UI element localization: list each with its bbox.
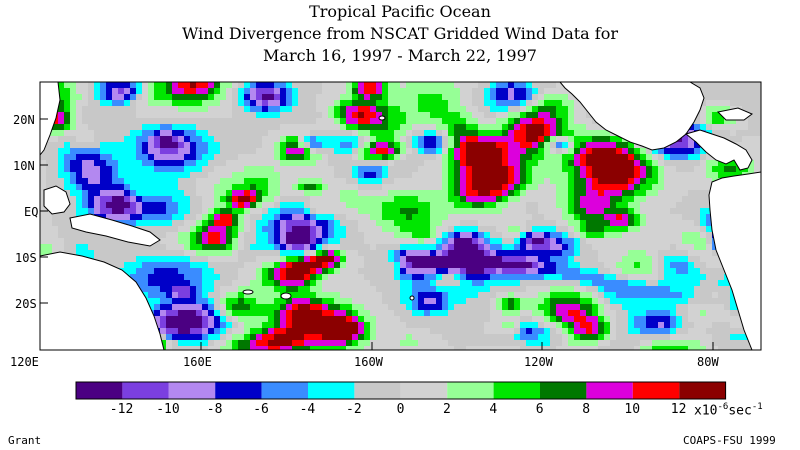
axis-ticks bbox=[39, 118, 714, 350]
colorbar-tick-label: -2 bbox=[346, 402, 362, 417]
colorbar-swatch bbox=[586, 382, 633, 399]
colorbar-tick-label: 12 bbox=[670, 402, 687, 417]
lat-label-eq: EQ bbox=[24, 205, 39, 219]
footer-author: Grant bbox=[8, 434, 42, 447]
colorbar-swatch bbox=[540, 382, 587, 399]
land-south-america bbox=[708, 171, 761, 350]
colorbar-tick-label: -4 bbox=[299, 402, 316, 417]
lat-label-20s: 20S bbox=[15, 297, 37, 311]
title-line-3: March 16, 1997 - March 22, 1997 bbox=[263, 46, 537, 65]
colorbar-tick-label: 8 bbox=[582, 402, 591, 417]
colorbar-swatch bbox=[400, 382, 448, 399]
colorbar-tick-label: -12 bbox=[109, 402, 134, 417]
land-borneo bbox=[43, 185, 71, 215]
colorbar-tick-label: -10 bbox=[156, 402, 180, 417]
title-line-1: Tropical Pacific Ocean bbox=[309, 2, 491, 21]
lat-label-20n: 20N bbox=[13, 113, 35, 127]
land-new-guinea bbox=[69, 213, 161, 247]
lat-label-10s: 10S bbox=[15, 251, 37, 265]
colorbar-swatch bbox=[215, 382, 262, 399]
lon-label-120e: 120E bbox=[10, 355, 39, 369]
land-caribbean bbox=[716, 107, 753, 121]
title-line-2: Wind Divergence from NSCAT Gridded Wind … bbox=[181, 24, 618, 43]
colorbar-swatch bbox=[122, 382, 169, 399]
lon-label-160e: 160E bbox=[183, 355, 212, 369]
land-north-america bbox=[559, 82, 705, 151]
colorbar-swatch bbox=[261, 382, 308, 399]
land-australia bbox=[40, 251, 165, 350]
lat-label-10n: 10N bbox=[13, 159, 35, 173]
land-masses bbox=[40, 82, 761, 350]
lon-label-120w: 120W bbox=[524, 355, 553, 369]
colorbar bbox=[75, 381, 727, 400]
land-island-2 bbox=[242, 289, 254, 295]
colorbar-frame bbox=[75, 381, 727, 400]
colorbar-tick-label: 6 bbox=[535, 402, 544, 417]
colorbar-swatch bbox=[354, 382, 401, 399]
lon-label-80w: 80W bbox=[697, 355, 719, 369]
colorbar-swatch bbox=[308, 382, 355, 399]
lon-label-160w: 160W bbox=[354, 355, 383, 369]
land-central-america bbox=[684, 129, 753, 171]
land-asia bbox=[40, 82, 61, 156]
colorbar-tick-label: -8 bbox=[206, 402, 223, 417]
colorbar-swatch bbox=[493, 382, 540, 399]
colorbar-tick-label: -6 bbox=[253, 402, 269, 417]
land-island-1 bbox=[280, 292, 292, 300]
colorbar-tick-label: 10 bbox=[624, 402, 641, 417]
colorbar-tick-label: 2 bbox=[443, 402, 451, 417]
colorbar-swatch bbox=[168, 382, 216, 399]
colorbar-swatch bbox=[632, 382, 680, 399]
colorbar-swatch bbox=[679, 382, 726, 399]
colorbar-swatch bbox=[76, 382, 123, 399]
land-island-3 bbox=[378, 115, 386, 121]
colorbar-tick-label: 4 bbox=[489, 402, 498, 417]
map-frame bbox=[39, 81, 762, 351]
colorbar-tick-label: 0 bbox=[396, 402, 405, 417]
colorbar-swatch bbox=[447, 382, 494, 399]
colorbar-unit: x10-6sec-1 bbox=[694, 402, 763, 419]
footer-credit: COAPS-FSU 1999 bbox=[683, 434, 776, 447]
land-island-4 bbox=[409, 295, 415, 301]
